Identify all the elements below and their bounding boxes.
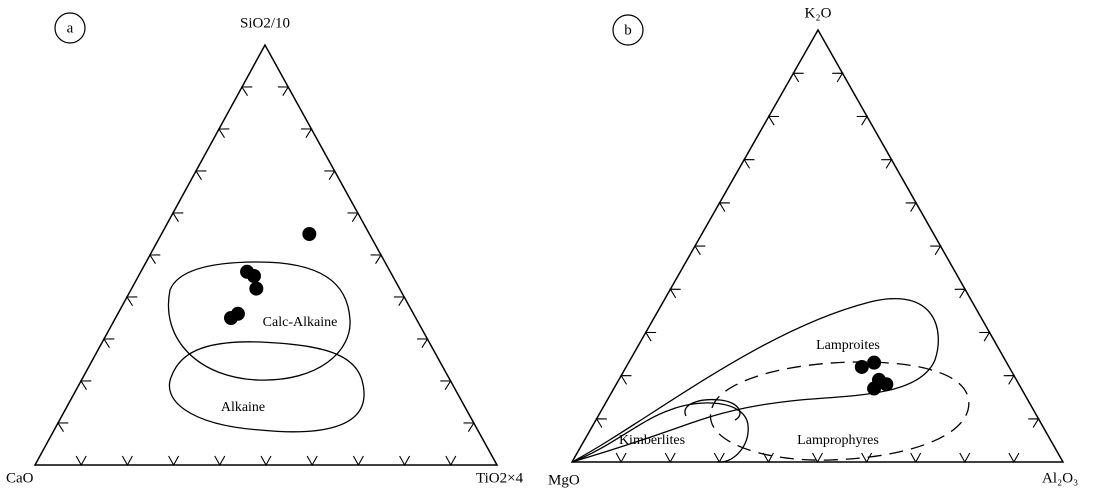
tick-mark <box>393 296 406 307</box>
tick-mark <box>218 128 230 139</box>
sample-point <box>854 359 869 374</box>
region-outline <box>684 398 741 421</box>
apex-label: MgO <box>548 472 580 488</box>
tick-mark <box>463 422 475 433</box>
tick-mark <box>306 455 318 467</box>
tick-mark <box>399 455 411 467</box>
tick-mark <box>615 452 627 464</box>
sample-point <box>249 281 264 296</box>
tick-mark <box>301 128 313 139</box>
tick-mark <box>718 202 730 212</box>
tick-mark <box>277 86 290 97</box>
tick-mark <box>910 452 922 464</box>
triangle <box>570 28 1065 463</box>
tick-mark <box>664 452 676 464</box>
sample-point <box>247 269 261 283</box>
tick-mark <box>440 380 452 391</box>
sample-point <box>867 355 882 370</box>
region-outline <box>167 261 351 381</box>
tick-mark <box>762 452 774 464</box>
tick-mark <box>80 380 92 391</box>
tick-mark <box>743 159 755 169</box>
tick-mark <box>954 288 966 299</box>
panel-badge <box>612 14 644 46</box>
tick-mark <box>75 455 87 467</box>
tick-mark <box>861 452 873 464</box>
tick-mark <box>324 170 336 181</box>
apex-label: TiO2×4 <box>476 470 524 486</box>
tick-mark <box>347 212 359 223</box>
region-label: Alkaine <box>221 400 265 415</box>
region-label: Kimberlites <box>619 433 685 448</box>
region-outline <box>709 361 970 461</box>
apex-label: SiO2/10 <box>240 15 290 31</box>
tick-mark <box>126 296 138 307</box>
apex-label: Al₂O₃ <box>1042 470 1078 486</box>
tick-mark <box>644 331 657 342</box>
triangle <box>33 43 499 466</box>
tick-mark <box>792 72 804 83</box>
tick-mark <box>121 455 133 467</box>
region-outline <box>168 341 365 433</box>
apex-label: CaO <box>6 470 34 486</box>
tick-mark <box>959 452 971 464</box>
tick-mark <box>370 254 382 265</box>
sample-point <box>867 381 882 396</box>
tick-mark <box>595 418 607 428</box>
tick-mark <box>168 455 180 467</box>
tick-mark <box>149 254 161 265</box>
tick-mark <box>856 115 868 126</box>
tick-mark <box>905 202 917 212</box>
tick-mark <box>767 115 780 126</box>
sample-point <box>879 377 894 392</box>
tick-mark <box>694 245 706 256</box>
tick-mark <box>832 72 844 83</box>
panel-label: b <box>624 22 632 38</box>
apex-label: K₂O <box>805 5 832 21</box>
tick-mark <box>195 170 207 181</box>
tick-mark <box>260 455 272 467</box>
tick-mark <box>241 86 253 97</box>
tick-mark <box>214 455 226 467</box>
tick-mark <box>881 159 893 169</box>
tick-mark <box>57 422 69 433</box>
tick-mark <box>103 338 115 349</box>
tick-mark <box>352 455 364 467</box>
sample-point <box>302 227 317 241</box>
region-label: Calc-Alkaine <box>263 315 338 330</box>
tick-mark <box>1028 418 1040 428</box>
tick-mark <box>812 452 823 464</box>
sample-point <box>224 311 238 325</box>
region-label: Lamprophyres <box>797 433 879 448</box>
region-outline <box>571 402 749 463</box>
tick-mark <box>1003 375 1015 385</box>
tick-mark <box>417 338 429 349</box>
tick-mark <box>979 331 991 342</box>
tick-mark <box>669 288 681 299</box>
region-outline <box>571 298 939 463</box>
tick-mark <box>445 455 457 467</box>
tick-mark <box>713 452 725 464</box>
tick-mark <box>172 212 184 223</box>
tick-mark <box>1008 452 1020 464</box>
panel-label: a <box>67 20 74 36</box>
panel-badge <box>54 12 86 44</box>
tick-mark <box>620 375 632 385</box>
tick-mark <box>930 245 942 256</box>
region-label: Lamproites <box>816 338 880 353</box>
